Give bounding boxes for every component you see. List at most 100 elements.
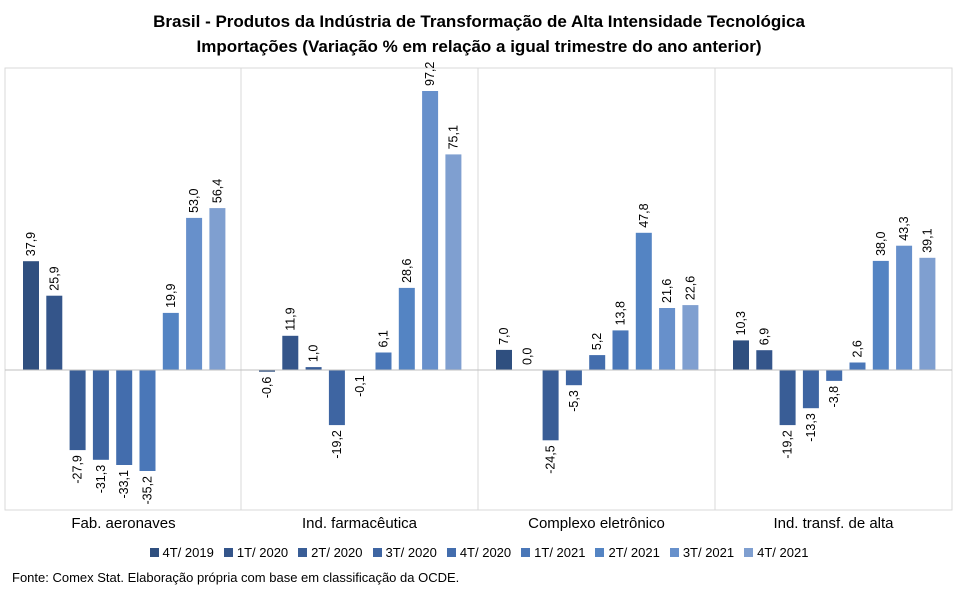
legend-label: 3T/ 2021 [682, 544, 735, 560]
data-label: 75,1 [446, 125, 460, 149]
data-label: 11,9 [283, 307, 297, 330]
bar [162, 312, 179, 370]
bar [565, 370, 582, 386]
data-label: 38,0 [874, 232, 888, 256]
data-label: 13,8 [614, 301, 628, 325]
bar [445, 154, 462, 370]
legend-item: 3T/ 2021 [669, 544, 735, 560]
data-label: 43,3 [897, 216, 911, 240]
data-label: 28,6 [400, 259, 414, 283]
bar [919, 257, 936, 370]
legend-swatch [149, 547, 159, 557]
legend-swatch [446, 547, 456, 557]
legend-label: 4T/ 2019 [162, 544, 214, 560]
legend-label: 4T/ 2021 [757, 544, 809, 560]
category-label: Fab. aeronaves [71, 515, 175, 532]
legend-label: 1T/ 2021 [534, 544, 586, 560]
bar [802, 370, 819, 409]
bar [496, 349, 512, 370]
bar [589, 355, 606, 370]
bar [896, 245, 913, 370]
data-label: 22,6 [683, 276, 697, 300]
bar [69, 370, 86, 451]
data-label: 7,0 [497, 327, 511, 344]
legend-item: 1T/ 2020 [223, 544, 289, 560]
data-label: 19,9 [164, 284, 178, 308]
legend-swatch [521, 547, 531, 557]
data-label: -19,2 [781, 430, 795, 459]
data-label: 37,9 [24, 232, 38, 256]
bar [756, 350, 773, 370]
data-label: -5,3 [567, 390, 581, 412]
legend-label: 4T/ 2020 [459, 544, 512, 560]
bar [116, 370, 133, 465]
data-label: 2,6 [851, 340, 865, 357]
bar [849, 362, 866, 370]
bar [872, 260, 889, 370]
chart-legend: 4T/ 2019 1T/ 2020 2T/ 2020 3T/ 2020 4T/ 2020… [0, 542, 958, 562]
bar [209, 208, 226, 370]
chart-subtitle: Importações (Variação % em relação a igu… [196, 37, 762, 56]
legend-item: 2T/ 2021 [595, 544, 660, 560]
bar [659, 308, 676, 370]
bar [23, 261, 39, 370]
bar [46, 295, 63, 370]
category-label: Ind. farmacêutica [302, 515, 418, 532]
data-label: -19,2 [330, 430, 344, 459]
source-note: Fonte: Comex Stat. Elaboração própria co… [12, 570, 460, 585]
data-label: 10,3 [734, 311, 748, 335]
legend-swatch [372, 547, 382, 557]
data-label: 97,2 [423, 62, 437, 86]
legend-item: 1T/ 2021 [521, 545, 585, 560]
data-label: 56,4 [210, 179, 224, 203]
bar [682, 305, 699, 370]
bar [398, 287, 415, 370]
bar [542, 370, 559, 441]
data-label: 6,9 [757, 328, 771, 345]
legend-label: 3T/ 2020 [385, 544, 437, 560]
bar [826, 370, 843, 381]
legend-swatch [669, 547, 679, 557]
legend-label: 2T/ 2021 [608, 544, 660, 560]
category-label: Ind. transf. de alta [773, 515, 894, 532]
bar [328, 370, 345, 426]
chart-title: Brasil - Produtos da Indústria de Transf… [153, 12, 805, 31]
data-label: 25,9 [47, 266, 61, 290]
data-label: 21,6 [660, 279, 674, 303]
legend-swatch [595, 547, 605, 557]
legend-item: 4T/ 2021 [744, 545, 808, 560]
data-label: -3,8 [827, 386, 841, 408]
data-label: -0,1 [353, 375, 367, 397]
data-label: -33,1 [117, 470, 131, 499]
bar [612, 330, 629, 370]
bar [422, 91, 439, 370]
bar [779, 370, 796, 426]
legend-swatch [744, 547, 754, 557]
data-label: -13,3 [804, 413, 818, 442]
legend-label: 1T/ 2020 [236, 544, 289, 560]
bar [259, 370, 275, 372]
legend-item: 3T/ 2020 [372, 544, 437, 560]
data-label: 6,1 [377, 330, 391, 347]
bar [635, 232, 652, 370]
legend-swatch [223, 547, 233, 557]
data-label: -31,3 [94, 465, 108, 494]
bar [375, 352, 392, 370]
bar [186, 217, 203, 370]
data-label: 39,1 [920, 228, 934, 252]
legend-item: 4T/ 2019 [149, 544, 214, 560]
data-label: -24,5 [544, 445, 558, 474]
data-label: -27,9 [71, 455, 85, 484]
bar [92, 370, 109, 460]
data-label: 47,8 [637, 203, 651, 227]
bar [305, 367, 322, 370]
legend-swatch [298, 547, 308, 557]
data-label: 5,2 [590, 333, 604, 350]
category-label: Complexo eletrônico [528, 515, 665, 532]
bar [282, 335, 299, 370]
data-label: 53,0 [187, 189, 201, 213]
legend-item: 2T/ 2020 [298, 545, 363, 560]
legend-item: 4T/ 2020 [446, 544, 512, 560]
bar [139, 370, 156, 471]
